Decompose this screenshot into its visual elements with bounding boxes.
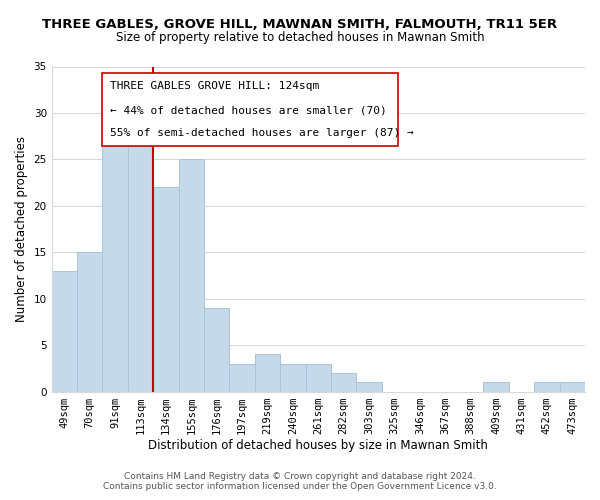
- Bar: [229, 364, 255, 392]
- X-axis label: Distribution of detached houses by size in Mawnan Smith: Distribution of detached houses by size …: [148, 440, 488, 452]
- Bar: [52, 271, 77, 392]
- Bar: [484, 382, 509, 392]
- Bar: [204, 308, 229, 392]
- Bar: [128, 122, 153, 392]
- Text: Contains HM Land Registry data © Crown copyright and database right 2024.: Contains HM Land Registry data © Crown c…: [124, 472, 476, 481]
- Y-axis label: Number of detached properties: Number of detached properties: [15, 136, 28, 322]
- Bar: [331, 373, 356, 392]
- Bar: [103, 132, 128, 392]
- Bar: [534, 382, 560, 392]
- Text: Size of property relative to detached houses in Mawnan Smith: Size of property relative to detached ho…: [116, 31, 484, 44]
- Bar: [560, 382, 585, 392]
- FancyBboxPatch shape: [103, 73, 398, 146]
- Bar: [179, 160, 204, 392]
- Text: ← 44% of detached houses are smaller (70): ← 44% of detached houses are smaller (70…: [110, 106, 387, 116]
- Text: 55% of semi-detached houses are larger (87) →: 55% of semi-detached houses are larger (…: [110, 128, 414, 138]
- Bar: [280, 364, 305, 392]
- Text: THREE GABLES GROVE HILL: 124sqm: THREE GABLES GROVE HILL: 124sqm: [110, 81, 320, 91]
- Text: Contains public sector information licensed under the Open Government Licence v3: Contains public sector information licen…: [103, 482, 497, 491]
- Bar: [255, 354, 280, 392]
- Bar: [356, 382, 382, 392]
- Text: THREE GABLES, GROVE HILL, MAWNAN SMITH, FALMOUTH, TR11 5ER: THREE GABLES, GROVE HILL, MAWNAN SMITH, …: [43, 18, 557, 30]
- Bar: [77, 252, 103, 392]
- Bar: [153, 187, 179, 392]
- Bar: [305, 364, 331, 392]
